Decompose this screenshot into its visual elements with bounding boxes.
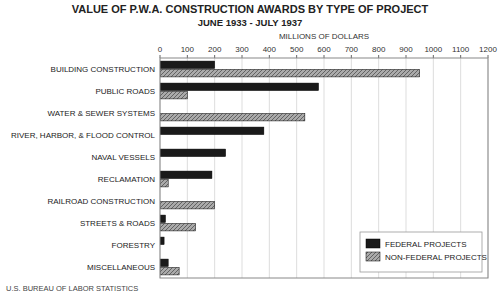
- bar: [160, 259, 168, 266]
- tick-label: 300: [235, 45, 249, 54]
- bar: [160, 61, 215, 68]
- grid-line: [242, 58, 243, 278]
- x-axis-label: MILLIONS OF DOLLARS: [279, 32, 369, 41]
- category-label: RECLAMATION: [98, 175, 155, 184]
- category-label: WATER & SEWER SYSTEMS: [47, 109, 155, 118]
- legend-label: NON-FEDERAL PROJECTS: [385, 253, 487, 262]
- grid-line: [324, 58, 325, 278]
- grid-line: [187, 58, 188, 278]
- bar: [160, 113, 305, 120]
- bar: [160, 69, 420, 76]
- tick-label: 600: [317, 45, 331, 54]
- bar: [160, 267, 179, 274]
- bar: [160, 215, 165, 222]
- category-label: BUILDING CONSTRUCTION: [51, 65, 156, 74]
- tick-label: 900: [399, 45, 413, 54]
- grid-line: [351, 58, 352, 278]
- tick-label: 0: [158, 45, 163, 54]
- bar: [160, 179, 168, 186]
- annotation: U.S. BUREAU OF LABOR STATISTICS: [6, 284, 138, 293]
- category-label: FORESTRY: [112, 241, 156, 250]
- legend-box: [360, 232, 482, 272]
- category-label: NAVAL VESSELS: [92, 153, 155, 162]
- grid: [160, 58, 488, 278]
- bar: [160, 201, 215, 208]
- tick-label: 500: [290, 45, 304, 54]
- title: VALUE OF P.W.A. CONSTRUCTION AWARDS BY T…: [72, 3, 429, 15]
- chart: VALUE OF P.W.A. CONSTRUCTION AWARDS BY T…: [0, 0, 500, 296]
- bar: [160, 223, 196, 230]
- plot-frame: [160, 58, 488, 278]
- category-label: STREETS & ROADS: [80, 219, 155, 228]
- category-label: RIVER, HARBOR, & FLOOD CONTROL: [11, 131, 156, 140]
- tick-label: 200: [208, 45, 222, 54]
- tick-label: 100: [181, 45, 195, 54]
- legend-swatch: [366, 252, 380, 261]
- legend-swatch: [366, 239, 380, 248]
- tick-label: 800: [372, 45, 386, 54]
- tick-label: 1100: [452, 45, 470, 54]
- grid-line: [269, 58, 270, 278]
- tick-label: 400: [263, 45, 277, 54]
- bar: [160, 127, 264, 134]
- legend-label: FEDERAL PROJECTS: [385, 240, 467, 249]
- bar: [160, 237, 164, 244]
- category-label: PUBLIC ROADS: [95, 87, 155, 96]
- category-label: RAILROAD CONSTRUCTION: [47, 197, 155, 206]
- grid-line: [296, 58, 297, 278]
- bar: [160, 83, 319, 90]
- subtitle: JUNE 1933 - JULY 1937: [198, 17, 303, 28]
- bar: [160, 149, 226, 156]
- tick-label: 1000: [424, 45, 442, 54]
- legend: FEDERAL PROJECTS NON-FEDERAL PROJECTS: [360, 232, 487, 272]
- grid-line: [214, 58, 215, 278]
- chart-container: VALUE OF P.W.A. CONSTRUCTION AWARDS BY T…: [0, 0, 500, 296]
- tick-label: 1200: [479, 45, 497, 54]
- bar: [160, 171, 212, 178]
- category-label: MISCELLANEOUS: [87, 263, 155, 272]
- bar: [160, 91, 187, 98]
- tick-label: 700: [345, 45, 359, 54]
